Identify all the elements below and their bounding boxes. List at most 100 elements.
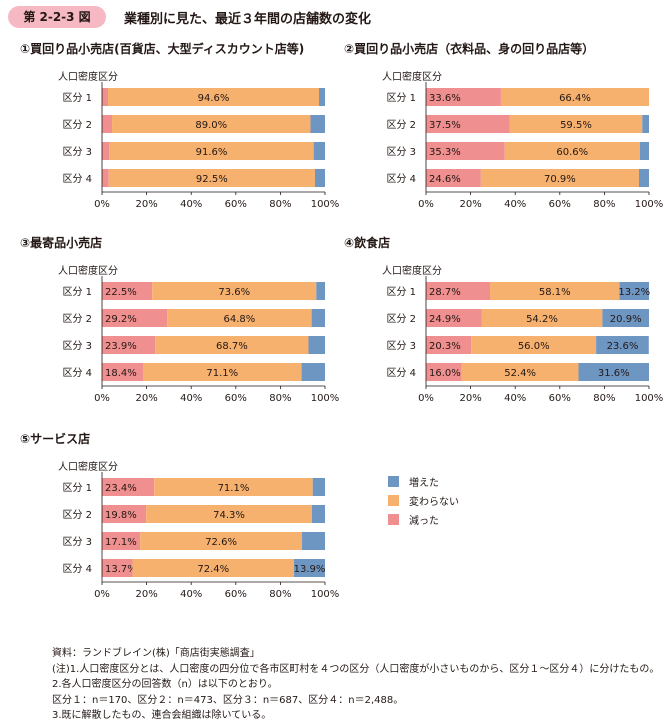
- bar-segment: [461, 363, 579, 381]
- bar-segment: [102, 478, 155, 496]
- data-label: 23.4%: [105, 483, 137, 494]
- bar-segment: [102, 559, 133, 577]
- figure-number: 第 2-2-3 図: [8, 6, 106, 28]
- x-tick-label: 20%: [135, 589, 157, 600]
- bar-segment: [426, 309, 482, 327]
- category-label: 区分 2: [386, 119, 416, 131]
- bar-segment: [102, 142, 110, 160]
- category-label: 区分 4: [62, 563, 92, 575]
- bar-segment: [102, 88, 109, 106]
- data-label: 18.4%: [105, 368, 137, 379]
- chart-title: ③最寄品小売店: [20, 235, 102, 250]
- bar-segment: [471, 336, 597, 354]
- bar-segment: [132, 559, 295, 577]
- legend-label-unchanged: 変わらない: [409, 497, 459, 508]
- chart-title: ①買回り品小売店(百貨店、大型ディスカウント店等): [20, 41, 304, 56]
- data-label: 20.3%: [429, 341, 461, 352]
- data-label: 72.4%: [197, 564, 229, 575]
- bar-segment: [154, 478, 313, 496]
- bar-segment: [480, 169, 639, 187]
- bar-segment: [426, 282, 491, 300]
- category-label: 区分 2: [62, 313, 92, 325]
- data-label: 20.9%: [610, 314, 642, 325]
- y-axis-label: 人口密度区分: [58, 70, 118, 83]
- bar-segment: [504, 142, 640, 160]
- category-label: 区分 2: [62, 119, 92, 131]
- bar-segment: [481, 309, 603, 327]
- bar-segment: [102, 169, 109, 187]
- data-label: 64.8%: [223, 314, 255, 325]
- data-label: 35.3%: [429, 147, 461, 158]
- x-tick-label: 20%: [459, 393, 481, 404]
- bar-segment: [108, 169, 315, 187]
- category-label: 区分 4: [62, 173, 92, 185]
- x-tick-label: 40%: [180, 199, 202, 210]
- x-tick-label: 100%: [311, 393, 340, 404]
- bar-segment: [426, 363, 462, 381]
- x-tick-label: 0%: [418, 393, 434, 404]
- x-tick-label: 40%: [504, 393, 526, 404]
- x-tick-label: 0%: [94, 393, 110, 404]
- category-label: 区分 2: [386, 313, 416, 325]
- category-label: 区分 4: [62, 367, 92, 379]
- data-label: 74.3%: [213, 510, 245, 521]
- x-tick-label: 100%: [635, 393, 664, 404]
- data-label: 37.5%: [429, 120, 461, 131]
- category-label: 区分 3: [62, 536, 92, 548]
- data-label: 19.8%: [105, 510, 137, 521]
- bar-segment: [102, 363, 144, 381]
- x-tick-label: 80%: [269, 199, 291, 210]
- category-label: 区分 2: [62, 509, 92, 521]
- bar-segment: [102, 115, 113, 133]
- x-tick-label: 60%: [225, 199, 247, 210]
- note-1: (注)1.人口密度区分とは、人口密度の四分位で各市区町村を４つの区分（人口密度が…: [52, 663, 660, 675]
- y-axis-label: 人口密度区分: [58, 264, 118, 277]
- bar-segment: [426, 88, 501, 106]
- chart-title: ④飲食店: [344, 235, 390, 250]
- data-label: 24.6%: [429, 174, 461, 185]
- bar-segment: [426, 169, 481, 187]
- legend: 増えた 変わらない 減った: [388, 472, 459, 529]
- category-label: 区分 1: [62, 92, 92, 104]
- data-label: 89.0%: [195, 120, 227, 131]
- bar-segment: [301, 363, 325, 381]
- category-label: 区分 4: [386, 173, 416, 185]
- bar-segment: [155, 336, 309, 354]
- data-label: 13.2%: [618, 287, 650, 298]
- x-tick-label: 80%: [593, 199, 615, 210]
- data-label: 24.9%: [429, 314, 461, 325]
- bar-segment: [639, 142, 649, 160]
- legend-label-decreased: 減った: [409, 516, 439, 527]
- x-tick-label: 20%: [135, 199, 157, 210]
- x-tick-label: 40%: [504, 199, 526, 210]
- bar-segment: [313, 142, 325, 160]
- legend-swatch-unchanged: [388, 495, 399, 506]
- x-tick-label: 60%: [225, 589, 247, 600]
- data-label: 13.9%: [294, 564, 326, 575]
- note-2: 2.各人口密度区分の回答数（n）は以下のとおり。: [52, 679, 278, 690]
- data-label: 68.7%: [216, 341, 248, 352]
- x-tick-label: 40%: [180, 589, 202, 600]
- data-label: 16.0%: [429, 368, 461, 379]
- data-label: 71.1%: [206, 368, 238, 379]
- bar-segment: [302, 532, 325, 550]
- bar-segment: [316, 282, 325, 300]
- bar-segment: [310, 115, 325, 133]
- x-tick-label: 80%: [269, 393, 291, 404]
- x-tick-label: 0%: [94, 589, 110, 600]
- x-tick-label: 100%: [311, 589, 340, 600]
- bar-segment: [112, 115, 311, 133]
- data-label: 33.6%: [429, 93, 461, 104]
- bar-segment: [102, 336, 156, 354]
- data-label: 72.6%: [205, 537, 237, 548]
- bar-segment: [638, 169, 649, 187]
- x-tick-label: 20%: [135, 393, 157, 404]
- x-tick-label: 20%: [459, 199, 481, 210]
- data-label: 31.6%: [598, 368, 630, 379]
- x-tick-label: 80%: [593, 393, 615, 404]
- data-label: 13.7%: [105, 564, 137, 575]
